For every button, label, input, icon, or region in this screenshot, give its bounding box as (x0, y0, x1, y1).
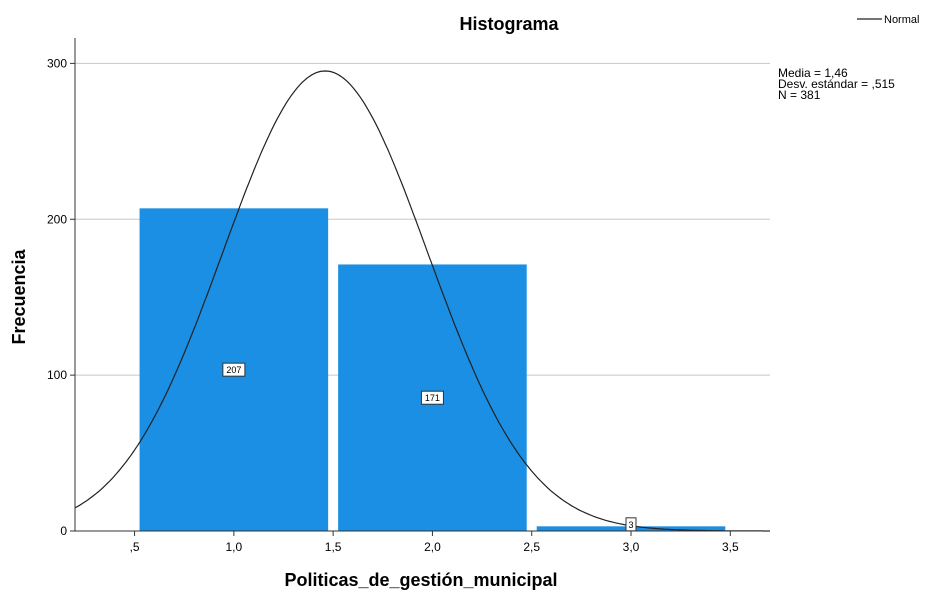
x-tick-label-2: 1,5 (325, 540, 342, 554)
chart-title: Histograma (459, 14, 559, 34)
data-label-text-1: 171 (425, 393, 440, 403)
stats-box: Media = 1,46 Desv. estándar = ,515 N = 3… (778, 66, 895, 102)
bar-data-labels: 207 171 3 (222, 362, 637, 532)
y-tick-label-2: 200 (47, 212, 67, 226)
y-tick-label-1: 100 (47, 368, 67, 382)
x-tick-label-5: 3,0 (623, 540, 640, 554)
x-tick-label-4: 2,5 (523, 540, 540, 554)
data-label-2: 3 (625, 517, 637, 532)
y-axis-label: Frecuencia (9, 248, 29, 344)
data-label-1: 171 (420, 390, 444, 405)
x-tick-label-3: 2,0 (424, 540, 441, 554)
x-tick-label-1: 1,0 (226, 540, 243, 554)
stats-sd: Desv. estándar = ,515 (778, 77, 895, 91)
y-tick-label-0: 0 (60, 524, 67, 538)
data-label-box-1 (420, 390, 444, 405)
data-label-0: 207 (222, 362, 246, 377)
legend: Normal (857, 14, 919, 26)
x-tick-labels: ,5 1,0 1,5 2,0 2,5 3,0 3,5 (130, 540, 739, 554)
stats-n: N = 381 (778, 88, 821, 102)
stats-mean: Media = 1,46 (778, 66, 848, 80)
data-label-text-2: 3 (628, 520, 633, 530)
y-tick-label-3: 300 (47, 56, 67, 70)
normal-curve (74, 70, 770, 532)
data-label-box-0 (222, 362, 246, 377)
axes (70, 38, 770, 536)
legend-label: Normal (884, 14, 919, 26)
x-axis-label: Politicas_de_gestión_municipal (284, 570, 557, 590)
y-tick-labels: 0 100 200 300 (47, 56, 67, 538)
data-label-text-0: 207 (226, 365, 241, 375)
x-tick-label-6: 3,5 (722, 540, 739, 554)
x-tick-label-0: ,5 (130, 540, 140, 554)
